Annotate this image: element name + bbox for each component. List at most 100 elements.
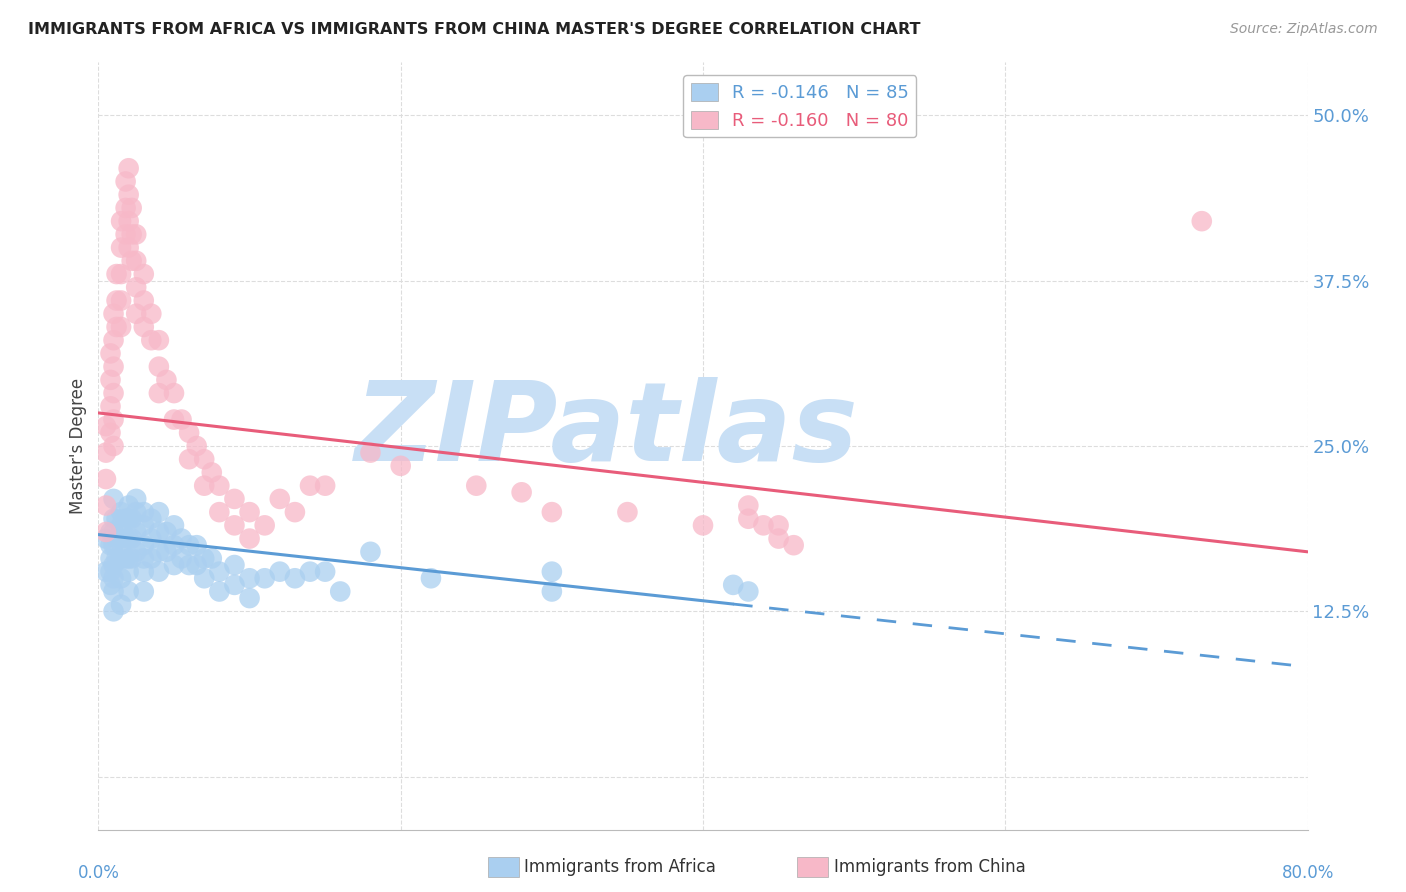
Point bbox=[170, 532, 193, 546]
Point bbox=[737, 512, 759, 526]
Point bbox=[141, 512, 163, 526]
Point bbox=[105, 512, 128, 526]
Point bbox=[118, 532, 141, 546]
Point bbox=[148, 359, 170, 374]
Point bbox=[148, 565, 170, 579]
Point bbox=[100, 578, 122, 592]
Text: IMMIGRANTS FROM AFRICA VS IMMIGRANTS FROM CHINA MASTER'S DEGREE CORRELATION CHAR: IMMIGRANTS FROM AFRICA VS IMMIGRANTS FRO… bbox=[28, 22, 921, 37]
Point bbox=[163, 538, 186, 552]
Point bbox=[118, 241, 141, 255]
Point bbox=[110, 551, 132, 566]
Point bbox=[253, 571, 276, 585]
Point bbox=[208, 565, 231, 579]
Point bbox=[132, 293, 155, 308]
Point bbox=[132, 538, 155, 552]
Point bbox=[616, 505, 638, 519]
Point bbox=[768, 532, 790, 546]
Point bbox=[269, 491, 291, 506]
Point bbox=[118, 499, 141, 513]
Point bbox=[329, 584, 352, 599]
Point bbox=[723, 578, 745, 592]
Point bbox=[141, 532, 163, 546]
Point bbox=[114, 227, 136, 242]
Point bbox=[103, 439, 125, 453]
Point bbox=[110, 571, 132, 585]
Point bbox=[118, 161, 141, 176]
Point bbox=[110, 267, 132, 281]
Point bbox=[465, 478, 488, 492]
Point bbox=[94, 524, 117, 539]
Point bbox=[125, 545, 148, 559]
Point bbox=[125, 491, 148, 506]
Point bbox=[110, 241, 132, 255]
Point bbox=[94, 532, 117, 546]
Point bbox=[114, 551, 136, 566]
Point bbox=[94, 565, 117, 579]
Point bbox=[94, 472, 117, 486]
Point bbox=[121, 512, 143, 526]
Text: 80.0%: 80.0% bbox=[1281, 864, 1334, 882]
Point bbox=[163, 412, 186, 426]
Point bbox=[121, 201, 143, 215]
Point bbox=[420, 571, 443, 585]
Point bbox=[224, 558, 246, 572]
Point bbox=[103, 524, 125, 539]
Point bbox=[121, 227, 143, 242]
Point bbox=[148, 333, 170, 347]
Point bbox=[692, 518, 714, 533]
Point bbox=[314, 478, 336, 492]
Point bbox=[100, 373, 122, 387]
Point bbox=[201, 551, 224, 566]
Point bbox=[224, 578, 246, 592]
Legend: R = -0.146   N = 85, R = -0.160   N = 80: R = -0.146 N = 85, R = -0.160 N = 80 bbox=[683, 75, 917, 137]
Point bbox=[110, 532, 132, 546]
Point bbox=[163, 558, 186, 572]
Point bbox=[141, 307, 163, 321]
Point bbox=[105, 267, 128, 281]
Point bbox=[132, 584, 155, 599]
Point bbox=[125, 524, 148, 539]
Point bbox=[110, 320, 132, 334]
Point bbox=[179, 452, 201, 467]
Point bbox=[314, 565, 336, 579]
Point bbox=[114, 512, 136, 526]
Point bbox=[114, 201, 136, 215]
Point bbox=[360, 545, 382, 559]
Point bbox=[103, 412, 125, 426]
Point bbox=[141, 551, 163, 566]
Point bbox=[118, 214, 141, 228]
Point bbox=[94, 419, 117, 434]
Point bbox=[148, 386, 170, 401]
Point bbox=[239, 571, 262, 585]
Point bbox=[110, 293, 132, 308]
Text: Source: ZipAtlas.com: Source: ZipAtlas.com bbox=[1230, 22, 1378, 37]
Text: ZIPatlas: ZIPatlas bbox=[354, 377, 858, 484]
Point bbox=[193, 571, 215, 585]
Point bbox=[170, 551, 193, 566]
Point bbox=[125, 253, 148, 268]
Point bbox=[121, 253, 143, 268]
Point bbox=[224, 518, 246, 533]
Point bbox=[208, 584, 231, 599]
Point bbox=[155, 373, 177, 387]
Point bbox=[103, 558, 125, 572]
Point bbox=[540, 584, 562, 599]
Point bbox=[121, 532, 143, 546]
Point bbox=[100, 400, 122, 414]
Point bbox=[132, 551, 155, 566]
Point bbox=[170, 412, 193, 426]
Point bbox=[100, 538, 122, 552]
Point bbox=[510, 485, 533, 500]
Point bbox=[239, 532, 262, 546]
Point bbox=[132, 565, 155, 579]
Point bbox=[186, 558, 208, 572]
Point bbox=[208, 478, 231, 492]
Point bbox=[193, 551, 215, 566]
Point bbox=[239, 591, 262, 606]
Point bbox=[100, 425, 122, 440]
Point bbox=[110, 518, 132, 533]
Point bbox=[269, 565, 291, 579]
Point bbox=[132, 320, 155, 334]
Point bbox=[100, 346, 122, 360]
Point bbox=[125, 307, 148, 321]
